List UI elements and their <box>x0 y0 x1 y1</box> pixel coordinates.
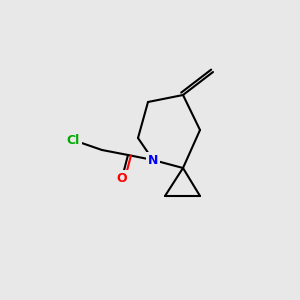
Text: O: O <box>117 172 127 184</box>
Text: Cl: Cl <box>66 134 80 146</box>
Text: N: N <box>148 154 158 166</box>
